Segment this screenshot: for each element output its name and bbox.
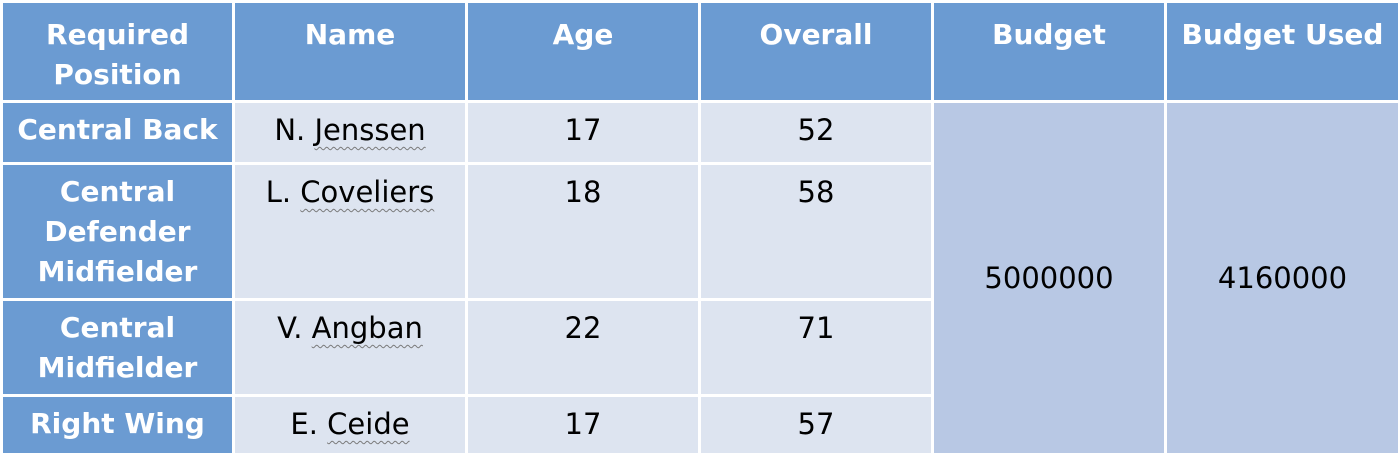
budget-used-cell: 4160000 <box>1164 100 1400 456</box>
header-required-position: Required Position <box>0 0 235 103</box>
age-cell: 17 <box>465 394 701 456</box>
table-row: Central Back N. Jenssen 17 52 5000000 41… <box>0 100 1400 456</box>
position-cell: Right Wing <box>0 394 235 456</box>
header-age: Age <box>465 0 701 103</box>
age-cell: 22 <box>465 298 701 397</box>
overall-cell: 57 <box>698 394 934 456</box>
name-surname: Jenssen <box>314 113 426 147</box>
age-cell: 18 <box>465 162 701 301</box>
overall-cell: 58 <box>698 162 934 301</box>
position-cell: Central Midfielder <box>0 298 235 397</box>
name-initial: E. <box>290 407 318 441</box>
header-name: Name <box>232 0 468 103</box>
table-row: Central Defender Midfielder L. Coveliers… <box>0 162 1400 301</box>
overall-cell: 52 <box>698 100 934 165</box>
name-surname: Coveliers <box>300 175 435 209</box>
player-name-cell: V. Angban <box>232 298 468 397</box>
age-cell: 17 <box>465 100 701 165</box>
header-budget-used: Budget Used <box>1164 0 1400 103</box>
name-initial: N. <box>274 113 306 147</box>
position-cell: Central Defender Midfielder <box>0 162 235 301</box>
name-surname: Angban <box>311 311 423 345</box>
table-row: Central Midfielder V. Angban 22 71 <box>0 298 1400 397</box>
player-name-cell: N. Jenssen <box>232 100 468 165</box>
header-overall: Overall <box>698 0 934 103</box>
name-initial: L. <box>265 175 292 209</box>
header-row: Required Position Name Age Overall Budge… <box>0 0 1400 103</box>
position-cell: Central Back <box>0 100 235 165</box>
player-name-cell: E. Ceide <box>232 394 468 456</box>
name-surname: Ceide <box>327 407 410 441</box>
header-budget: Budget <box>931 0 1167 103</box>
name-initial: V. <box>277 311 303 345</box>
table-row: Right Wing E. Ceide 17 57 <box>0 394 1400 456</box>
overall-cell: 71 <box>698 298 934 397</box>
budget-cell: 5000000 <box>931 100 1167 456</box>
player-name-cell: L. Coveliers <box>232 162 468 301</box>
